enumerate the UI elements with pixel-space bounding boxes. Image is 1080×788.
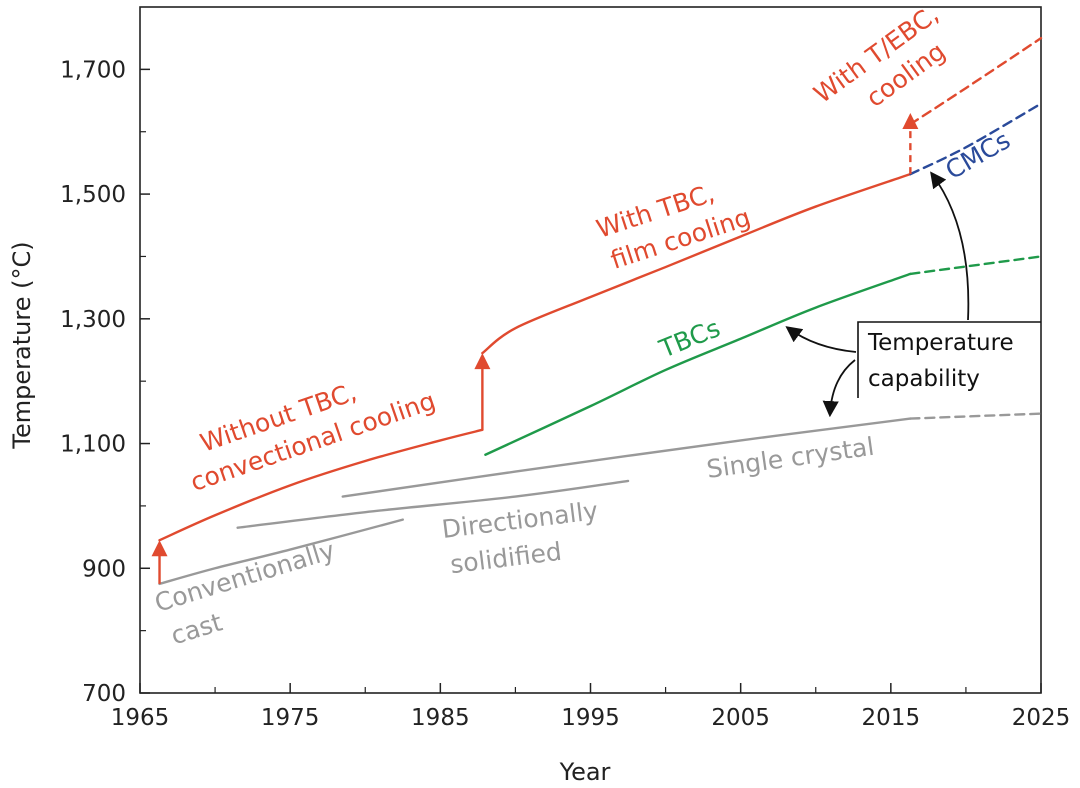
y-tick-label: 1,100 [60, 432, 126, 458]
svg-text:cast: cast [168, 607, 226, 650]
label-single-crystal: Single crystal [705, 432, 876, 484]
series-layer [158, 36, 1043, 586]
series-line-without-tbc [158, 428, 484, 542]
arrow-layer [151, 113, 919, 584]
temperature-capability-annotation: Temperature capability [785, 171, 1041, 418]
label-with-t-ebc: With T/EBC, cooling [808, 0, 950, 113]
x-axis-title: Year [559, 758, 611, 786]
y-tick-label: 700 [82, 681, 126, 707]
series-line-dir-solid [236, 479, 630, 529]
annotation-arrow-single-crystal [822, 359, 856, 418]
label-without-tbc: Without TBC, convectional cooling [187, 377, 439, 497]
y-tick-label: 1,300 [60, 307, 126, 333]
x-tick-label: 2015 [862, 705, 921, 731]
y-tick-label: 1,700 [60, 57, 126, 83]
red-arrow-head [151, 540, 168, 557]
series-line-conv-cast [158, 518, 404, 586]
x-tick-label: 2025 [1012, 705, 1071, 731]
red-arrow-head [474, 353, 491, 370]
series-line-tbcs-proj [909, 255, 1043, 276]
y-tick-label: 1,500 [60, 182, 126, 208]
y-tick-label: 900 [82, 556, 126, 582]
series-line-single-crystal [341, 417, 912, 498]
svg-text:Temperature: Temperature [867, 330, 1014, 356]
series-line-with-tbc [481, 172, 912, 355]
x-tick-label: 1995 [561, 705, 620, 731]
series-line-t-ebc [909, 36, 1043, 126]
label-directionally-solidified: Directionally solidified [440, 496, 600, 579]
label-cmcs: CMCs [941, 125, 1016, 185]
label-with-tbc: With TBC, film cooling [593, 178, 754, 274]
label-conventionally-cast: Conventionally cast [151, 535, 338, 650]
series-line-cmcs [909, 102, 1043, 176]
y-axis: 700 900 1,100 1,300 1,500 1,700 [60, 57, 150, 707]
x-tick-label: 1965 [111, 705, 170, 731]
x-tick-label: 1985 [411, 705, 470, 731]
svg-text:Conventionally: Conventionally [151, 535, 338, 617]
svg-text:capability: capability [868, 366, 980, 392]
series-line-single-crystal-proj [909, 412, 1043, 420]
x-tick-label: 2005 [711, 705, 770, 731]
x-axis: 1965 1975 1985 1995 2005 2015 2025 [111, 683, 1071, 731]
annotation-arrow-tbcs [785, 326, 857, 353]
x-tick-label: 1975 [261, 705, 320, 731]
svg-text:solidified: solidified [449, 537, 564, 579]
series-line-tbcs [484, 272, 912, 456]
annotation-bracket [857, 321, 1041, 398]
red-arrow-head [902, 113, 919, 130]
annotation-arrow-cmcs [930, 171, 970, 321]
y-axis-title: Temperature (°C) [8, 241, 36, 449]
label-tbcs: TBCs [654, 313, 724, 364]
